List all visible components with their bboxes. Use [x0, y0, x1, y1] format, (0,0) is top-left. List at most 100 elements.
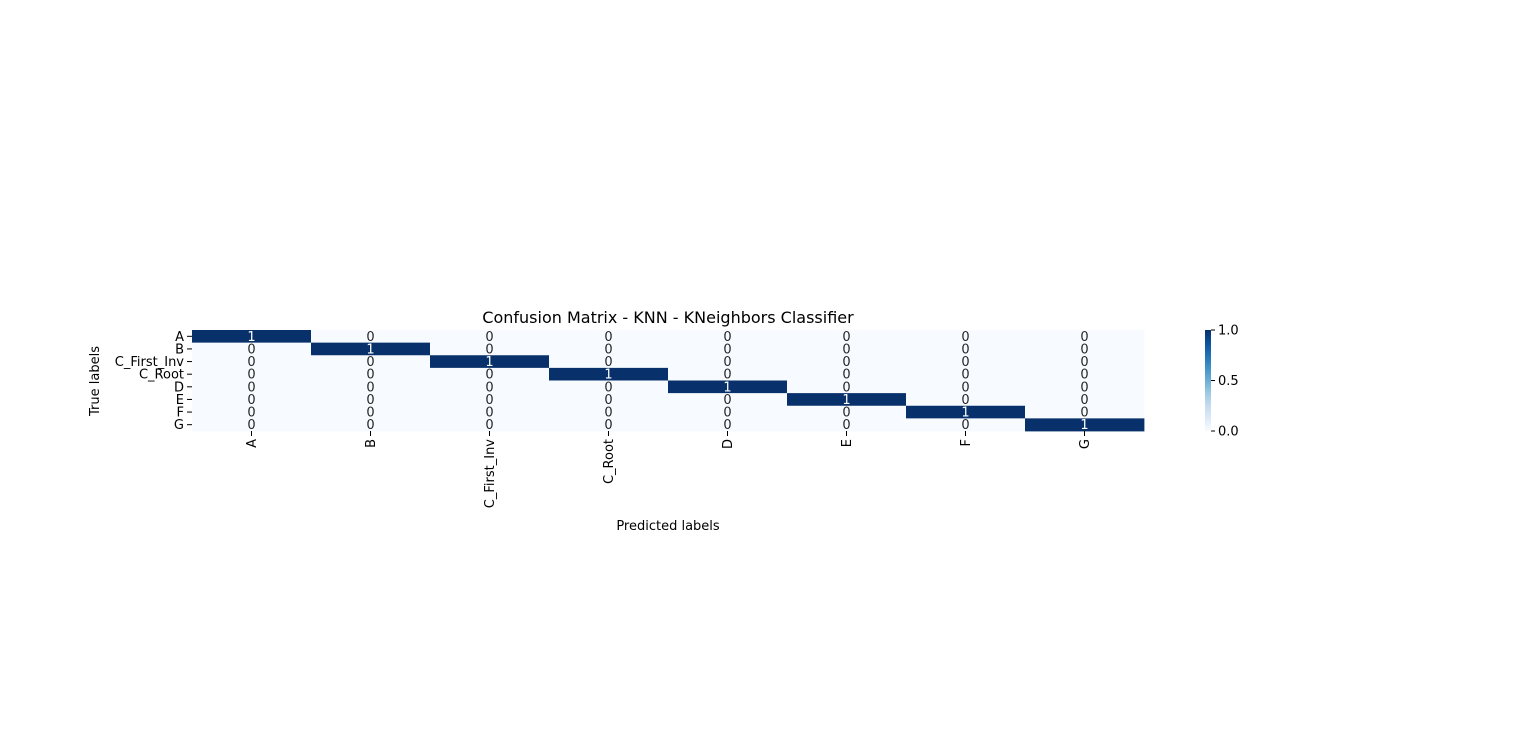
- heatmap-cell: [549, 355, 669, 369]
- cell-value-label: 0: [247, 406, 255, 421]
- heatmap-cell: [192, 330, 312, 344]
- cell-value-label: 0: [842, 330, 850, 345]
- x-axis-label: Predicted labels: [616, 519, 720, 534]
- heatmap-cell: [192, 393, 312, 407]
- cell-value-label: 0: [366, 393, 374, 408]
- cell-value-label: 0: [485, 393, 493, 408]
- heatmap-cell: [1025, 330, 1145, 344]
- heatmap-cell: [311, 393, 431, 407]
- cell-value-label: 0: [1080, 355, 1088, 370]
- heatmap-cell: [787, 342, 907, 356]
- heatmap-cell: [430, 405, 550, 419]
- cell-value-label: 0: [247, 368, 255, 383]
- cell-value-label: 1: [961, 406, 969, 421]
- heatmap-cell: [906, 330, 1026, 344]
- heatmap-cell: [906, 342, 1026, 356]
- cell-value-label: 0: [842, 368, 850, 383]
- colorbar-ticks: 0.0 0.5 1.0: [1211, 324, 1239, 440]
- heatmap-cell: [549, 380, 669, 394]
- y-tick-label: E: [176, 393, 184, 408]
- cell-value-label: 0: [961, 380, 969, 395]
- chart-title: Confusion Matrix - KNN - KNeighbors Clas…: [482, 308, 854, 327]
- cell-value-label: 0: [485, 330, 493, 345]
- colorbar: [1205, 330, 1211, 431]
- heatmap-cell: [668, 393, 788, 407]
- cell-value-label: 0: [366, 368, 374, 383]
- cell-value-label: 0: [723, 368, 731, 383]
- x-tick-label: G: [1078, 439, 1093, 449]
- cell-value-label: 0: [485, 406, 493, 421]
- heatmap-cell: [430, 367, 550, 381]
- heatmap-cell: [1025, 367, 1145, 381]
- heatmap-cell: [787, 367, 907, 381]
- cell-value-label: 0: [1080, 406, 1088, 421]
- heatmap-cell: [787, 330, 907, 344]
- cell-value-label: 0: [842, 380, 850, 395]
- x-tick-label: E: [840, 439, 855, 447]
- heatmap-cell: [311, 380, 431, 394]
- cell-value-label: 0: [604, 355, 612, 370]
- cell-value-label: 0: [961, 368, 969, 383]
- cell-value-label: 0: [1080, 380, 1088, 395]
- heatmap-cell: [906, 418, 1026, 432]
- cell-value-label: 0: [723, 393, 731, 408]
- heatmap-cell: [906, 393, 1026, 407]
- heatmap-cell: [787, 355, 907, 369]
- cell-value-label: 1: [723, 380, 731, 395]
- heatmap-cell: [430, 380, 550, 394]
- y-tick-label: D: [174, 380, 184, 395]
- cell-value-label: 0: [604, 418, 612, 433]
- cell-value-label: 0: [961, 418, 969, 433]
- heatmap-cell: [549, 405, 669, 419]
- cell-value-label: 0: [604, 330, 612, 345]
- heatmap-cell: [311, 342, 431, 356]
- heatmap-cell: [549, 330, 669, 344]
- cell-value-label: 1: [485, 355, 493, 370]
- cell-value-label: 0: [604, 406, 612, 421]
- heatmap-cell: [906, 405, 1026, 419]
- heatmap-cell: [192, 355, 312, 369]
- x-tick-label: C_Root: [602, 439, 617, 484]
- heatmap-cell: [1025, 393, 1145, 407]
- colorbar-tick-label: 0.5: [1218, 374, 1239, 389]
- heatmap-cell: [430, 355, 550, 369]
- cell-value-label: 0: [485, 380, 493, 395]
- cell-value-label: 0: [366, 418, 374, 433]
- heatmap-cell: [549, 393, 669, 407]
- cell-value-label: 0: [842, 418, 850, 433]
- cell-value-label: 0: [247, 380, 255, 395]
- heatmap-cell: [192, 380, 312, 394]
- heatmap-cell: [192, 342, 312, 356]
- cell-value-label: 0: [366, 355, 374, 370]
- heatmap-cell: [430, 418, 550, 432]
- heatmap-cell: [668, 380, 788, 394]
- heatmap-cell: [430, 342, 550, 356]
- cell-value-label: 0: [961, 330, 969, 345]
- cell-value-label: 0: [723, 342, 731, 357]
- cell-value-label: 0: [485, 418, 493, 433]
- heatmap-cell: [668, 355, 788, 369]
- y-tick-label: A: [175, 330, 184, 345]
- heatmap-cell: [1025, 405, 1145, 419]
- y-tick-label: F: [177, 406, 184, 421]
- heatmap-cell: [906, 380, 1026, 394]
- cell-value-label: 0: [723, 355, 731, 370]
- cell-value-label: 1: [1080, 418, 1088, 433]
- heatmap-cell: [906, 367, 1026, 381]
- cell-value-label: 0: [842, 342, 850, 357]
- cell-value-label: 1: [366, 342, 374, 357]
- cell-value-label: 0: [961, 342, 969, 357]
- heatmap-cell: [787, 380, 907, 394]
- cell-value-label: 0: [842, 406, 850, 421]
- y-tick-label: C_First_Inv: [115, 355, 185, 370]
- cell-value-label: 0: [247, 393, 255, 408]
- heatmap-cell: [668, 405, 788, 419]
- heatmap-cell: [311, 355, 431, 369]
- x-tick-label: A: [245, 439, 260, 448]
- heatmap-cell: [311, 418, 431, 432]
- heatmap-cell: [549, 367, 669, 381]
- y-tick-label: G: [174, 418, 184, 433]
- cell-value-label: 0: [961, 355, 969, 370]
- heatmap-cell: [192, 405, 312, 419]
